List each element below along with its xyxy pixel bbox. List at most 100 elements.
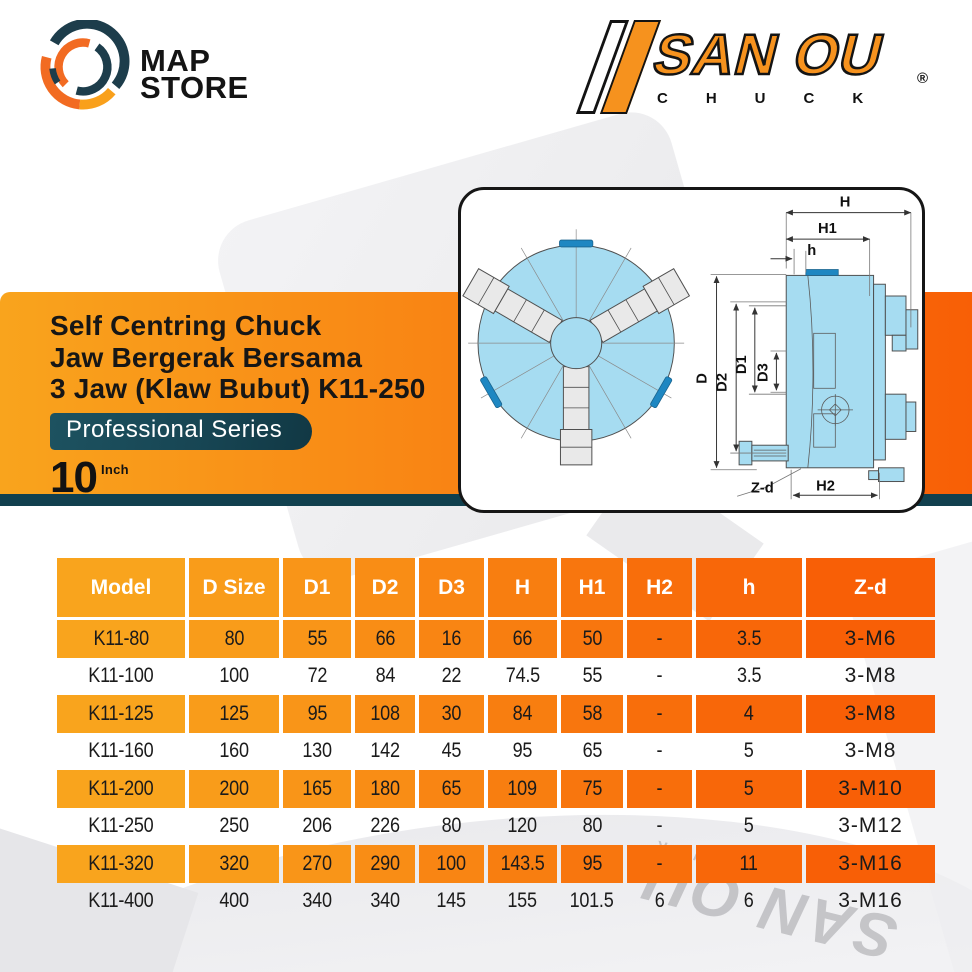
table-header-cell: D1 <box>283 558 351 617</box>
table-cell: 100 <box>419 845 484 883</box>
table-cell: K11-400 <box>88 889 154 913</box>
store-name-line2: STORE <box>140 70 249 105</box>
store-logo: MAP STORE <box>36 20 249 114</box>
table-cell: 180 <box>355 770 415 808</box>
table-cell: 3-M12 <box>838 814 903 838</box>
table-cell: 206 <box>302 814 332 838</box>
dim-label-H2: H2 <box>816 478 835 494</box>
table-cell: 3-M16 <box>806 845 935 883</box>
brand-subtitle: CHUCK <box>657 90 902 107</box>
table-header-cell: h <box>696 558 802 617</box>
dim-label-Zd: Z-d <box>751 480 774 496</box>
dim-label-D2: D2 <box>714 373 730 392</box>
table-cell: 6 <box>654 889 665 913</box>
table-cell: - <box>656 814 663 838</box>
table-cell: 3-M8 <box>844 739 897 763</box>
table-cell: - <box>627 695 692 733</box>
dim-label-h: h <box>807 243 816 259</box>
table-row: K11-320 320 270 290 100 143.5 95-11 3-M16 <box>57 845 935 883</box>
table-cell: 72 <box>307 664 327 688</box>
table-cell: 3.5 <box>736 664 762 688</box>
table-cell: 5 <box>696 770 802 808</box>
table-cell: K11-100 <box>88 664 154 688</box>
table-row: K11-400 400 340 340 145 155 101.5 6 6 3-M16 <box>57 883 935 921</box>
table-cell: 75 <box>561 770 623 808</box>
table-cell: 340 <box>302 889 332 913</box>
table-cell: 400 <box>219 889 249 913</box>
table-cell: 108 <box>355 695 415 733</box>
table-cell: 120 <box>507 814 538 838</box>
store-logo-icon <box>40 20 130 110</box>
table-cell: - <box>627 620 692 658</box>
table-cell: 100 <box>219 664 249 688</box>
table-cell: K11-200 <box>57 770 185 808</box>
table-cell: 4 <box>696 695 802 733</box>
drawing-card: H H1 h D D2 D1 D3 Z-d H2 <box>458 187 925 513</box>
table-cell: 200 <box>189 770 279 808</box>
table-header-cell: H2 <box>627 558 692 617</box>
table-cell: - <box>627 845 692 883</box>
table-cell: 16 <box>419 620 484 658</box>
product-title: Self Centring Chuck Jaw Bergerak Bersama… <box>50 310 972 405</box>
spec-table: Model D Size D1 D2 D3 H H1 H2 h Z-d K11-80 80 55 66 16… <box>57 558 935 920</box>
table-header-cell: Z-d <box>806 558 935 617</box>
table-cell: 3-M16 <box>838 889 903 913</box>
table-cell: 109 <box>488 770 557 808</box>
table-row: K11-160 160 130 142 45 95 65 - 5 3-M8 <box>57 733 935 771</box>
table-header-cell: D Size <box>189 558 279 617</box>
table-cell: 3-M8 <box>844 664 897 688</box>
table-cell: 226 <box>370 814 400 838</box>
chuck-technical-drawing: H H1 h D D2 D1 D3 Z-d H2 <box>462 195 919 500</box>
table-cell: 6 <box>744 889 754 913</box>
table-cell: 5 <box>744 814 754 838</box>
dim-label-H1: H1 <box>818 221 837 237</box>
table-row: K11-125 125 95 108 30 84 58-4 3-M8 <box>57 695 935 733</box>
table-cell: - <box>627 770 692 808</box>
table-cell: 3-M8 <box>806 695 935 733</box>
store-name: MAP STORE <box>140 33 249 105</box>
table-cell: 95 <box>561 845 623 883</box>
product-title-line2: Jaw Bergerak Bersama <box>50 341 363 373</box>
table-header-cell: D3 <box>419 558 484 617</box>
table-cell: - <box>656 664 663 688</box>
store-name-line1: MAP <box>140 43 211 78</box>
table-cell: 165 <box>283 770 351 808</box>
dim-label-D3: D3 <box>756 363 772 382</box>
table-cell: 55 <box>582 664 602 688</box>
table-cell: 290 <box>355 845 415 883</box>
product-title-line3: 3 Jaw (Klaw Bubut) K11-250 <box>50 373 426 404</box>
size-unit: Inch <box>100 461 129 477</box>
table-cell: 22 <box>441 664 462 688</box>
table-cell: K11-80 <box>57 620 185 658</box>
table-cell: K11-125 <box>57 695 185 733</box>
table-cell: 320 <box>189 845 279 883</box>
table-cell: 65 <box>419 770 484 808</box>
table-cell: 74.5 <box>505 664 540 688</box>
table-row: K11-200 200 165 180 65 109 75-5 3-M10 <box>57 770 935 808</box>
table-header-cell: Model <box>57 558 185 617</box>
table-cell: 84 <box>488 695 557 733</box>
table-cell: 130 <box>302 739 332 763</box>
table-cell: 55 <box>283 620 351 658</box>
table-cell: 50 <box>561 620 623 658</box>
table-cell: 30 <box>419 695 484 733</box>
table-row: K11-100 100 72 84 22 74.5 55 - 3.5 3-M8 <box>57 658 935 696</box>
table-cell: K11-320 <box>57 845 185 883</box>
table-row: K11-250 250 206 226 80 120 80 - 5 3-M12 <box>57 808 935 846</box>
table-cell: 11 <box>696 845 802 883</box>
table-cell: K11-160 <box>88 739 154 763</box>
product-title-line1: Self Centring Chuck <box>50 310 322 341</box>
dim-label-H: H <box>840 195 851 211</box>
table-cell: - <box>656 739 663 763</box>
table-cell: 45 <box>441 739 462 763</box>
chuck-side-view <box>738 269 919 483</box>
table-cell: 84 <box>375 664 395 688</box>
table-header-cell: H <box>488 558 557 617</box>
table-cell: 160 <box>219 739 249 763</box>
table-cell: 65 <box>582 739 602 763</box>
size-value: 10 <box>50 452 98 502</box>
table-cell: 58 <box>561 695 623 733</box>
brand-logo: SAN OU ® CHUCK <box>575 8 965 120</box>
dim-label-D1: D1 <box>734 355 750 374</box>
